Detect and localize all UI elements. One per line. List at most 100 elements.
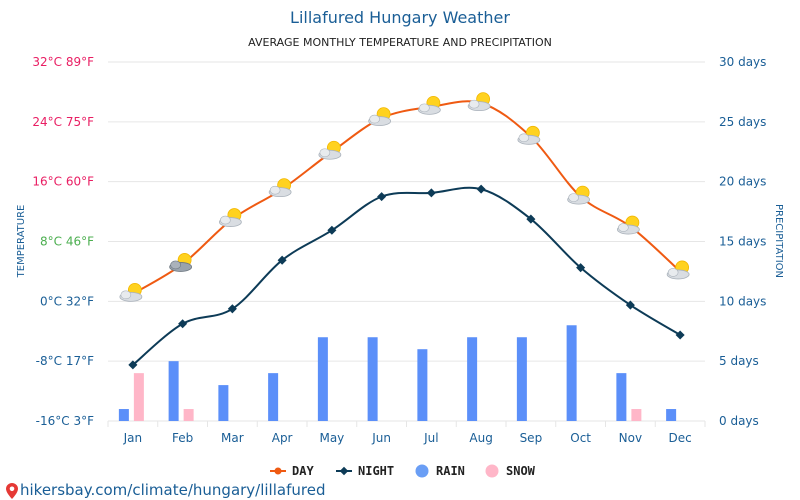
watermark: hikersbay.com/climate/hungary/lillafured [6, 481, 325, 499]
month-label: Nov [619, 431, 642, 445]
temperature-lines [128, 100, 685, 370]
legend-diamond [339, 466, 349, 476]
grid-lines [107, 61, 706, 427]
temperature-tick-label: 8°C 46°F [40, 235, 94, 249]
cloud-puff [419, 103, 430, 113]
precipitation-bars [118, 325, 677, 421]
precipitation-tick-label: 15 days [719, 235, 766, 249]
month-label: Jul [423, 431, 438, 445]
temperature-tick-label: 0°C 32°F [40, 294, 94, 308]
partly-cloudy-icon [218, 208, 242, 227]
rain-bar [616, 373, 627, 421]
partly-cloudy-icon [169, 253, 193, 272]
cloud-puff [369, 114, 380, 124]
precipitation-tick-label: 20 days [719, 175, 766, 189]
legend-circle-marker [415, 464, 429, 478]
watermark-text: hikersbay.com/climate/hungary/lillafured [20, 481, 325, 499]
night-point [426, 188, 436, 198]
night-point [128, 360, 138, 370]
month-label: Jan [123, 431, 143, 445]
cloud-puff [518, 133, 530, 143]
night-point [178, 319, 188, 329]
precipitation-tick-label: 25 days [719, 115, 766, 129]
night-point [227, 304, 237, 314]
cloud-puff [120, 290, 132, 300]
rain-bar [467, 337, 478, 421]
month-label: Jun [371, 431, 391, 445]
month-label: Oct [570, 431, 591, 445]
month-label: Mar [221, 431, 244, 445]
temperature-tick-label: 32°C 89°F [32, 55, 94, 69]
chart-title: Lillafured Hungary Weather [290, 8, 510, 27]
snow-bar [631, 409, 642, 421]
night-point [625, 300, 635, 310]
location-pin-icon [6, 483, 18, 499]
month-label: Apr [272, 431, 293, 445]
temperature-tick-label: -8°C 17°F [36, 354, 94, 368]
month-label: Feb [172, 431, 193, 445]
cloud-puff [618, 223, 629, 232]
night-point [377, 192, 387, 202]
partly-cloudy-icon [616, 215, 640, 235]
day-temperature-line [132, 100, 681, 295]
night-temperature-line [132, 186, 681, 366]
precipitation-tick-label: 5 days [719, 354, 759, 368]
legend-label: RAIN [436, 464, 465, 478]
cloud-puff [269, 185, 281, 195]
partly-cloudy-icon [417, 95, 441, 115]
month-label: Sep [520, 431, 543, 445]
partly-cloudy-icon [666, 260, 690, 280]
month-label: Aug [469, 431, 492, 445]
partly-cloudy-icon [567, 185, 591, 205]
rain-bar [367, 337, 378, 421]
legend: DAY NIGHT RAIN SNOW [270, 464, 536, 478]
legend-item-rain: RAIN [415, 464, 465, 478]
cloud-puff [667, 268, 679, 277]
y-axis-title-precipitation: PRECIPITATION [773, 204, 784, 278]
precipitation-tick-label: 0 days [719, 414, 759, 428]
snow-bar [133, 373, 144, 421]
cloud-puff [170, 260, 181, 270]
legend-item-day: DAY [270, 464, 314, 478]
cloud-puff [319, 148, 331, 158]
legend-item-snow: SNOW [485, 464, 536, 478]
night-point [675, 330, 685, 340]
weather-icons [119, 92, 690, 302]
rain-bar [268, 373, 279, 421]
month-label: Dec [669, 431, 692, 445]
rain-bar [168, 361, 179, 421]
partly-cloudy-icon [318, 140, 342, 160]
month-label: May [319, 431, 344, 445]
temperature-axis: -16°C 3°F -8°C 17°F 0°C 32°F 8°C 46°F 16°C 6… [32, 55, 94, 428]
temperature-tick-label: -16°C 3°F [36, 414, 94, 428]
cloud-puff [220, 215, 231, 225]
chart-subtitle: AVERAGE MONTHLY TEMPERATURE AND PRECIPIT… [248, 36, 552, 49]
snow-bar [183, 409, 194, 421]
rain-bar [417, 349, 428, 421]
legend-dot [274, 467, 282, 475]
month-axis: Jan Feb Mar Apr May Jun Jul Aug Sep Oct Nov Dec [123, 431, 692, 445]
partly-cloudy-icon [517, 125, 541, 145]
partly-cloudy-icon [268, 178, 292, 198]
legend-label: DAY [292, 464, 314, 478]
cloud-puff [468, 99, 480, 109]
rain-bar [118, 409, 129, 421]
legend-label: SNOW [506, 464, 536, 478]
rain-bar [666, 409, 677, 421]
night-point [476, 184, 486, 194]
legend-item-night: NIGHT [336, 464, 394, 478]
temperature-tick-label: 16°C 60°F [32, 175, 94, 189]
legend-circle-marker [485, 464, 499, 478]
legend-label: NIGHT [358, 464, 394, 478]
temperature-tick-label: 24°C 75°F [32, 115, 94, 129]
rain-bar [317, 337, 328, 421]
precipitation-tick-label: 30 days [719, 55, 766, 69]
rain-bar [566, 325, 577, 421]
partly-cloudy-icon [368, 107, 392, 126]
precipitation-tick-label: 10 days [719, 294, 766, 308]
rain-bar [218, 385, 229, 421]
cloud-puff [568, 193, 579, 202]
partly-cloudy-icon [467, 92, 491, 112]
y-axis-title-temperature: TEMPERATURE [16, 205, 27, 279]
